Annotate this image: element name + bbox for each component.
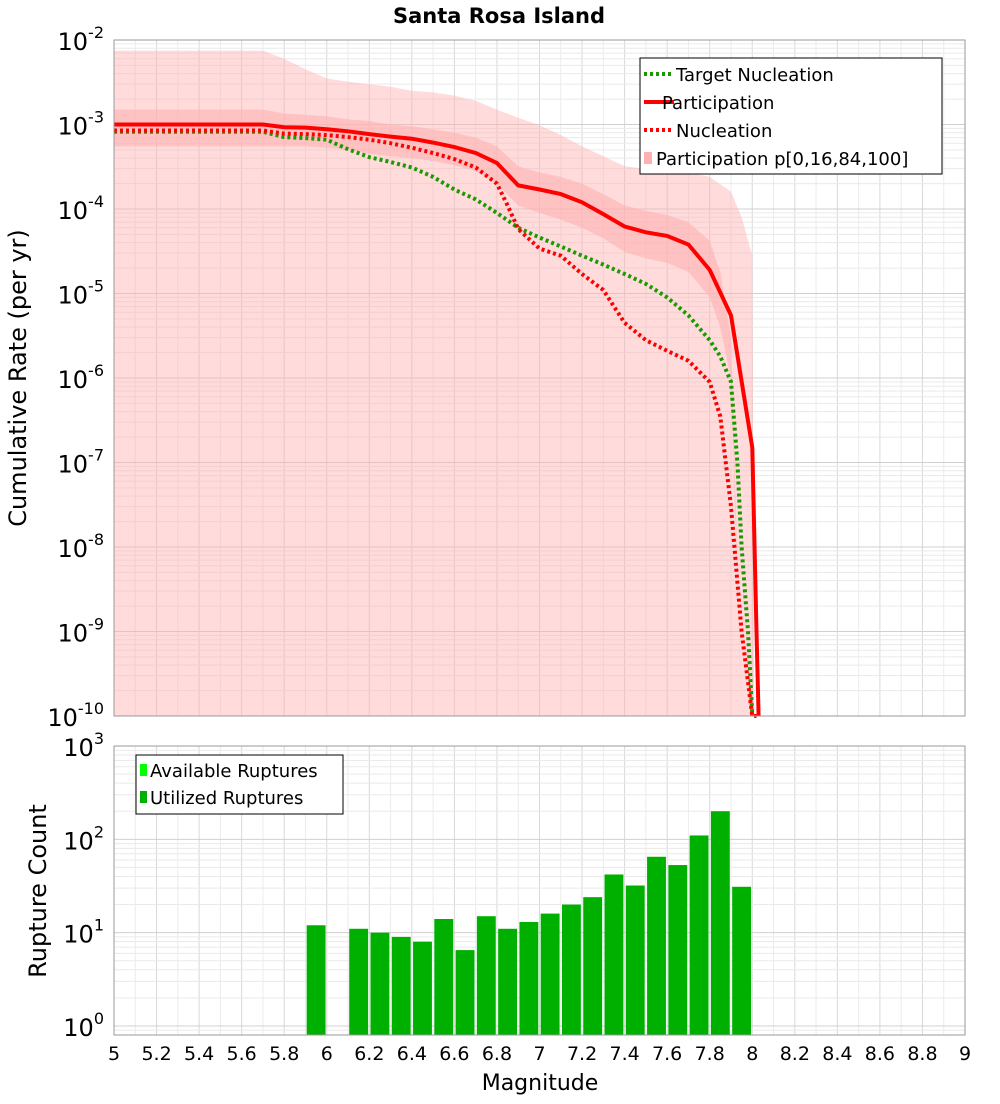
x-tick-label: 5.6 xyxy=(227,1043,257,1065)
top-y-tick-label: 10-2 xyxy=(58,23,105,56)
legend-label: Participation xyxy=(662,93,774,114)
top-y-tick-label: 10-3 xyxy=(58,108,105,141)
rupture-bar xyxy=(349,928,369,1035)
bottom-y-tick-label: 101 xyxy=(63,916,104,949)
x-tick-label: 9 xyxy=(959,1043,971,1065)
x-tick-label: 8.6 xyxy=(865,1043,895,1065)
rupture-bar xyxy=(604,874,624,1035)
x-tick-label: 6.8 xyxy=(482,1043,512,1065)
rupture-bar xyxy=(391,936,411,1035)
bottom-y-axis-label: Rupture Count xyxy=(24,804,52,978)
legend-label: Target Nucleation xyxy=(675,65,834,86)
rupture-bar xyxy=(625,885,645,1035)
bottom-plot-frame xyxy=(113,745,966,1036)
legend-label: Nucleation xyxy=(676,121,772,142)
x-tick-label: 6 xyxy=(321,1043,333,1065)
rupture-bar xyxy=(540,913,560,1035)
series-line-target-nucleation xyxy=(114,129,755,717)
rupture-bar xyxy=(434,919,454,1035)
top-y-tick-label: 10-6 xyxy=(58,361,105,394)
rupture-bar xyxy=(476,916,496,1035)
x-tick-label: 6.6 xyxy=(439,1043,469,1065)
rupture-bar xyxy=(498,928,518,1035)
rupture-bar xyxy=(306,925,326,1035)
x-tick-label: 7.8 xyxy=(695,1043,725,1065)
bottom-legend-box xyxy=(135,754,344,815)
x-tick-label: 7.2 xyxy=(567,1043,597,1065)
rupture-bar xyxy=(710,811,730,1035)
x-tick-label: 8.2 xyxy=(780,1043,810,1065)
x-tick-label: 7 xyxy=(533,1043,545,1065)
x-tick-label: 5 xyxy=(108,1043,120,1065)
top-y-tick-label: 10-10 xyxy=(47,699,104,732)
legend-swatch xyxy=(644,152,652,164)
legend-label: Participation p[0,16,84,100] xyxy=(656,149,908,170)
x-tick-label: 8.8 xyxy=(907,1043,937,1065)
top-y-tick-label: 10-8 xyxy=(58,530,105,563)
top-plot-frame xyxy=(113,39,966,717)
chart-title: Santa Rosa Island xyxy=(393,4,605,28)
x-tick-label: 5.8 xyxy=(269,1043,299,1065)
rupture-bar xyxy=(647,856,666,1035)
x-tick-label: 7.4 xyxy=(609,1043,639,1065)
x-tick-label: 8 xyxy=(746,1043,758,1065)
x-tick-label: 8.4 xyxy=(822,1043,852,1065)
rupture-bar xyxy=(583,897,603,1035)
legend-label: Utilized Ruptures xyxy=(150,788,303,809)
top-y-tick-label: 10-9 xyxy=(58,615,105,648)
x-tick-label: 5.2 xyxy=(141,1043,171,1065)
top-y-tick-label: 10-5 xyxy=(58,277,105,310)
x-tick-label: 6.2 xyxy=(354,1043,384,1065)
bottom-y-tick-label: 102 xyxy=(63,822,104,855)
legend-swatch xyxy=(140,791,147,803)
top-legend-box xyxy=(639,57,943,175)
series-line-participation xyxy=(114,122,761,717)
legend-label: Available Ruptures xyxy=(150,761,318,782)
rupture-bar xyxy=(689,835,709,1035)
top-plot: 10-10 10-9 10-8 10-7 10-6 10-5 10-4 10-3 10-2 Tar… xyxy=(47,23,966,732)
x-tick-label: 7.6 xyxy=(652,1043,682,1065)
bottom-legend: Available Ruptures Utilized Ruptures xyxy=(135,754,344,815)
rupture-bar xyxy=(732,886,752,1035)
legend-swatch xyxy=(140,764,147,776)
bottom-y-tick-label: 103 xyxy=(63,729,104,762)
bottom-y-tick-label: 100 xyxy=(63,1009,104,1042)
rupture-bar xyxy=(370,932,390,1035)
x-axis-label: Magnitude xyxy=(482,1071,599,1096)
rupture-bar xyxy=(455,950,475,1035)
x-tick-label: 6.4 xyxy=(397,1043,427,1065)
top-y-tick-label: 10-7 xyxy=(58,446,105,479)
rupture-bar xyxy=(668,865,688,1035)
top-y-axis-label: Cumulative Rate (per yr) xyxy=(4,229,32,527)
top-legend: Target Nucleation Participation Nucleation… xyxy=(639,57,943,175)
rupture-bar xyxy=(413,941,432,1035)
rupture-bar xyxy=(561,904,581,1035)
top-y-tick-label: 10-4 xyxy=(58,192,105,225)
x-tick-label: 5.4 xyxy=(184,1043,214,1065)
rupture-bar xyxy=(519,922,539,1035)
